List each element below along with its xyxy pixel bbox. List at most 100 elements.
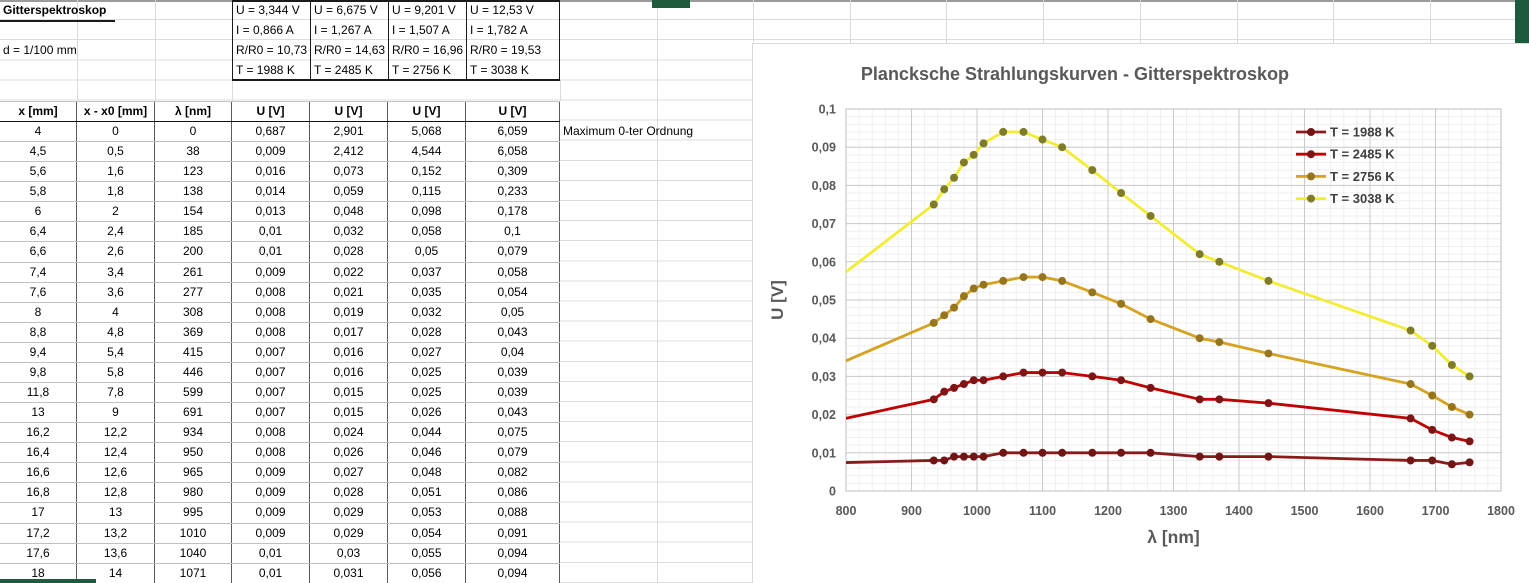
table-cell[interactable]: 0,008 [232, 443, 310, 463]
table-cell[interactable]: 0,026 [310, 443, 388, 463]
info-cell[interactable]: U = 12,53 V [470, 3, 534, 17]
table-cell[interactable]: 0,027 [388, 342, 466, 362]
table-cell[interactable]: 261 [155, 262, 232, 282]
table-cell[interactable]: 0,022 [310, 262, 388, 282]
table-cell[interactable]: 0,016 [310, 342, 388, 362]
column-header[interactable]: x [mm] [0, 102, 77, 121]
table-cell[interactable]: 308 [155, 302, 232, 322]
table-cell[interactable]: 0,044 [388, 423, 466, 443]
table-cell[interactable]: 12,4 [77, 443, 155, 463]
table-cell[interactable]: 6,058 [466, 142, 560, 162]
table-cell[interactable]: 0,009 [232, 503, 310, 523]
annotation-maximum[interactable]: Maximum 0-ter Ordnung [563, 124, 694, 138]
table-cell[interactable]: 0,094 [466, 563, 560, 583]
table-cell[interactable]: 17 [0, 503, 77, 523]
table-cell[interactable]: 0,007 [232, 383, 310, 403]
table-cell[interactable]: 980 [155, 483, 232, 503]
table-cell[interactable]: 0,007 [232, 342, 310, 362]
table-cell[interactable]: 0,01 [232, 242, 310, 262]
table-cell[interactable]: 0,008 [232, 302, 310, 322]
table-cell[interactable]: 0,032 [388, 302, 466, 322]
table-cell[interactable]: 6,059 [466, 122, 560, 142]
table-cell[interactable]: 1,6 [77, 162, 155, 182]
table-cell[interactable]: 0,024 [310, 423, 388, 443]
table-cell[interactable]: 0,027 [310, 463, 388, 483]
table-cell[interactable]: 0,016 [232, 162, 310, 182]
table-cell[interactable]: 0,015 [310, 383, 388, 403]
column-header[interactable]: U [V] [388, 102, 466, 121]
table-cell[interactable]: 995 [155, 503, 232, 523]
table-cell[interactable]: 0,073 [310, 162, 388, 182]
info-cell[interactable]: I = 1,782 A [470, 23, 528, 38]
table-cell[interactable]: 12,8 [77, 483, 155, 503]
table-cell[interactable]: 0,009 [232, 483, 310, 503]
table-cell[interactable]: 0,009 [232, 523, 310, 543]
table-cell[interactable]: 0,009 [232, 262, 310, 282]
table-cell[interactable]: 12,6 [77, 463, 155, 483]
table-cell[interactable]: 8,8 [0, 322, 77, 342]
table-cell[interactable]: 14 [77, 563, 155, 583]
table-cell[interactable]: 9,4 [0, 342, 77, 362]
table-cell[interactable]: 0,01 [232, 222, 310, 242]
table-cell[interactable]: 4,8 [77, 322, 155, 342]
table-cell[interactable]: 0,094 [466, 543, 560, 563]
table-cell[interactable]: 0,043 [466, 403, 560, 423]
table-cell[interactable]: 1040 [155, 543, 232, 563]
table-cell[interactable]: 2,6 [77, 242, 155, 262]
table-cell[interactable]: 17,2 [0, 523, 77, 543]
table-cell[interactable]: 12,2 [77, 423, 155, 443]
table-cell[interactable]: 2,412 [310, 142, 388, 162]
table-cell[interactable]: 5,8 [0, 182, 77, 202]
y-axis-title[interactable]: U [V] [768, 280, 787, 320]
table-cell[interactable]: 0,015 [310, 403, 388, 423]
cell-grating-constant[interactable]: d = 1/100 mm [3, 43, 77, 57]
info-cell[interactable]: T = 2485 K [314, 63, 373, 78]
table-cell[interactable]: 7,6 [0, 282, 77, 302]
table-cell[interactable]: 0,007 [232, 403, 310, 423]
table-cell[interactable]: 0,079 [466, 443, 560, 463]
table-cell[interactable]: 0,025 [388, 383, 466, 403]
table-cell[interactable]: 0,233 [466, 182, 560, 202]
table-cell[interactable]: 0,028 [310, 483, 388, 503]
table-cell[interactable]: 0,075 [466, 423, 560, 443]
table-cell[interactable]: 7,8 [77, 383, 155, 403]
table-cell[interactable]: 0,008 [232, 322, 310, 342]
table-cell[interactable]: 5,4 [77, 342, 155, 362]
table-cell[interactable]: 0 [155, 122, 232, 142]
table-cell[interactable]: 0,04 [466, 342, 560, 362]
table-cell[interactable]: 950 [155, 443, 232, 463]
table-cell[interactable]: 9,8 [0, 362, 77, 383]
table-cell[interactable]: 0,016 [310, 362, 388, 383]
info-cell[interactable]: R/R0 = 19,53 [470, 43, 542, 58]
table-cell[interactable]: 7,4 [0, 262, 77, 282]
table-cell[interactable]: 0,014 [232, 182, 310, 202]
table-cell[interactable]: 0,021 [310, 282, 388, 302]
table-cell[interactable]: 1010 [155, 523, 232, 543]
table-cell[interactable]: 277 [155, 282, 232, 302]
table-cell[interactable]: 123 [155, 162, 232, 182]
table-cell[interactable]: 1,8 [77, 182, 155, 202]
table-cell[interactable]: 38 [155, 142, 232, 162]
table-cell[interactable]: 0,026 [388, 403, 466, 423]
column-header[interactable]: U [V] [310, 102, 388, 121]
table-cell[interactable]: 6 [0, 202, 77, 222]
table-cell[interactable]: 9 [77, 403, 155, 423]
table-cell[interactable]: 0,05 [388, 242, 466, 262]
info-cell[interactable]: U = 9,201 V [392, 3, 456, 17]
table-cell[interactable]: 0,054 [466, 282, 560, 302]
table-cell[interactable]: 0,048 [388, 463, 466, 483]
table-cell[interactable]: 2 [77, 202, 155, 222]
table-cell[interactable]: 0,054 [388, 523, 466, 543]
info-cell[interactable]: U = 3,344 V [236, 3, 300, 17]
table-cell[interactable]: 5,8 [77, 362, 155, 383]
table-cell[interactable]: 0,056 [388, 563, 466, 583]
table-cell[interactable]: 0,037 [388, 262, 466, 282]
table-cell[interactable]: 2,901 [310, 122, 388, 142]
table-cell[interactable]: 4,5 [0, 142, 77, 162]
table-cell[interactable]: 0,009 [232, 142, 310, 162]
table-cell[interactable]: 0,031 [310, 563, 388, 583]
table-cell[interactable]: 1071 [155, 563, 232, 583]
table-cell[interactable]: 0,059 [310, 182, 388, 202]
table-cell[interactable]: 16,4 [0, 443, 77, 463]
table-cell[interactable]: 0,017 [310, 322, 388, 342]
